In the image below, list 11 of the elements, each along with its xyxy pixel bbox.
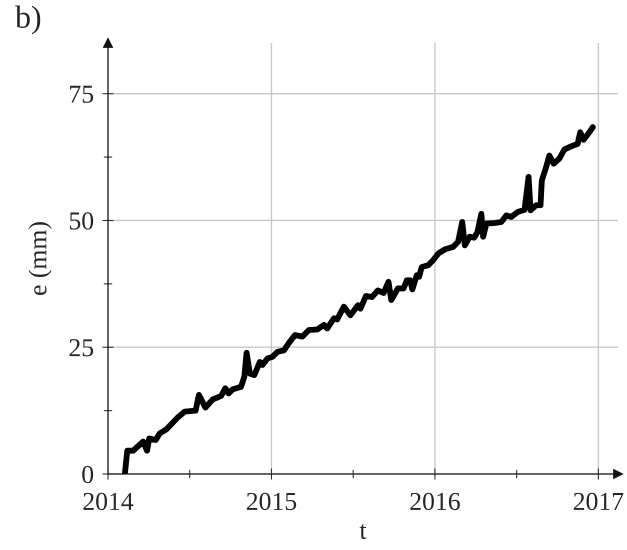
text: b) [15, 6, 40, 34]
x-tick-label: 2014 [83, 492, 134, 510]
y-axis-title: e (mm) [28, 222, 52, 295]
x-tick-label: 2016 [410, 492, 460, 510]
x-axis-title: t [360, 524, 366, 539]
x-tick-label: 2015 [246, 492, 296, 510]
y-tick-label: 0 [82, 466, 94, 484]
y-tick-label: 25 [70, 339, 94, 356]
y-tick-label: 75 [70, 86, 94, 103]
x-tick-label: 2017 [574, 492, 624, 510]
y-tick-label: 50 [70, 212, 94, 230]
